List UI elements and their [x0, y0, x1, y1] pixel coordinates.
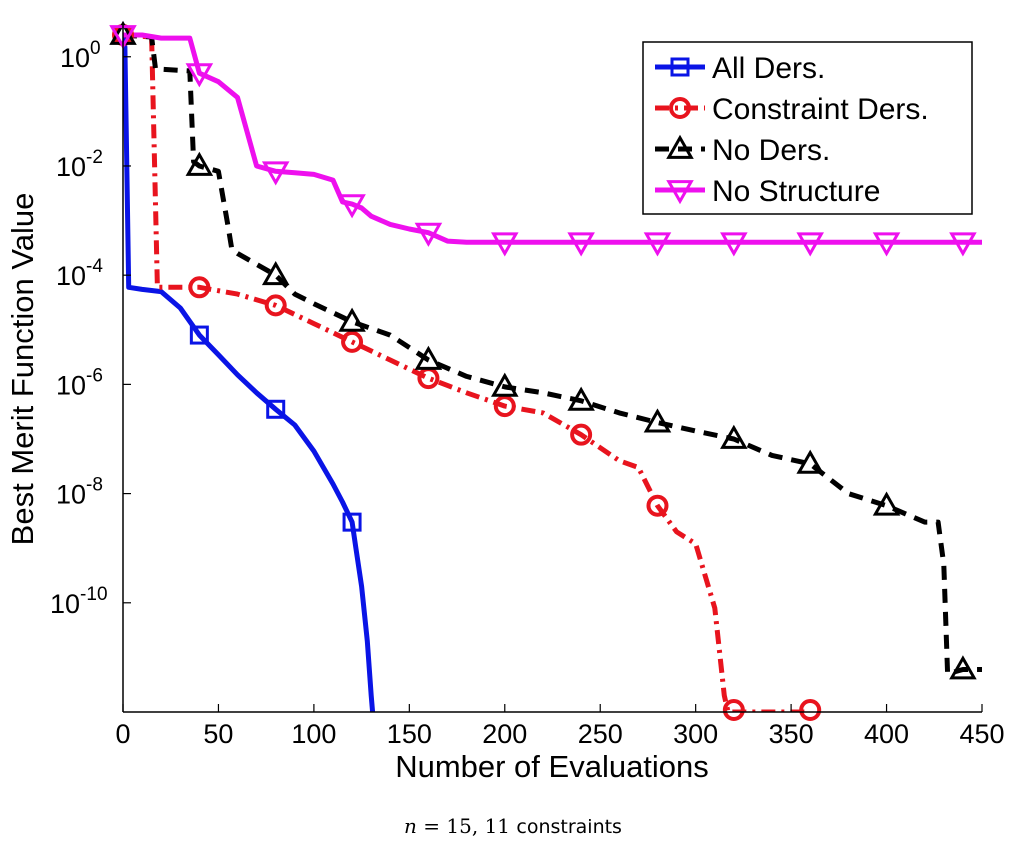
y-tick-base: 10	[50, 589, 80, 619]
y-tick-base: 10	[56, 152, 86, 182]
x-tick-label: 300	[673, 719, 718, 749]
series-0-marker	[342, 512, 362, 532]
series-1-marker	[341, 330, 364, 353]
x-tick-label: 450	[959, 719, 1004, 749]
series-line-0	[123, 34, 376, 712]
series-2-marker	[185, 151, 214, 176]
x-tick-label: 0	[115, 719, 130, 749]
legend-marker-2	[666, 134, 694, 159]
series-2-marker	[949, 655, 977, 680]
caption-constraints-word: constraints	[516, 816, 622, 838]
series-0-marker	[266, 399, 286, 419]
y-tick-base: 10	[60, 43, 90, 73]
x-tick-label: 50	[203, 719, 233, 749]
series-2-marker	[567, 386, 595, 411]
y-tick-exponent: -2	[86, 147, 103, 168]
series-3-marker	[949, 232, 977, 257]
series-line-2	[123, 32, 982, 677]
series-layer	[123, 32, 982, 712]
series-3-marker	[185, 63, 214, 88]
x-tick-label: 350	[769, 719, 814, 749]
series-1-marker	[722, 699, 745, 721]
series-3-marker	[414, 222, 443, 247]
y-tick-exponent: 0	[90, 38, 101, 59]
series-1-marker	[646, 494, 669, 517]
series-2-marker	[872, 491, 901, 516]
series-3-marker	[567, 232, 595, 257]
legend: All Ders. Constraint Ders. No Ders. No Stru…	[642, 41, 973, 215]
y-tick-label: 100	[60, 38, 101, 73]
series-1-marker	[493, 395, 516, 418]
series-3-marker	[490, 232, 519, 257]
legend-label-2: No Ders.	[712, 134, 830, 167]
legend-box	[642, 41, 973, 215]
y-tick-base: 10	[56, 370, 86, 400]
series-3-marker	[261, 161, 290, 186]
x-tick-label: 200	[482, 719, 527, 749]
legend-marker-1	[669, 97, 691, 119]
series-2-marker	[720, 424, 748, 449]
y-tick-exponent: -6	[86, 365, 103, 386]
series-2-marker	[414, 345, 443, 370]
series-1-marker	[264, 294, 287, 317]
series-2-marker	[643, 408, 672, 433]
series-2-marker	[338, 307, 366, 332]
x-tick-label: 250	[578, 719, 623, 749]
x-tick-label: 150	[387, 719, 432, 749]
y-tick-label: 10-8	[56, 475, 103, 510]
x-tick-label: 100	[291, 719, 336, 749]
y-tick-label: 10-10	[50, 584, 108, 619]
y-axis-title: Best Merit Function Value	[5, 193, 40, 546]
legend-marker-0	[670, 57, 690, 77]
series-0-marker	[189, 325, 209, 345]
series-1-marker	[570, 423, 593, 446]
legend-label-1: Constraint Ders.	[712, 93, 929, 126]
series-2-marker	[796, 449, 824, 474]
series-line-1	[123, 32, 811, 712]
y-tick-base: 10	[56, 480, 86, 510]
x-tick-label: 400	[864, 719, 909, 749]
legend-label-0: All Ders.	[712, 52, 825, 85]
caption-equals: =	[423, 814, 441, 838]
series-2-marker	[490, 372, 519, 397]
series-3-marker	[338, 194, 366, 219]
series-3-marker	[872, 232, 901, 257]
legend-marker-3	[666, 180, 694, 205]
y-tick-label: 10-2	[56, 147, 103, 182]
x-axis-title: Number of Evaluations	[395, 749, 709, 784]
series-1-marker	[799, 699, 822, 721]
y-tick-exponent: -8	[86, 475, 103, 496]
series-3-marker	[643, 232, 672, 257]
caption-n-symbol: n	[404, 814, 417, 838]
legend-label-3: No Structure	[712, 175, 880, 208]
series-1-marker	[417, 367, 440, 390]
caption-constraints-count: 11	[484, 814, 511, 838]
y-tick-exponent: -10	[80, 584, 107, 605]
y-tick-exponent: -4	[86, 256, 103, 277]
axes-layer	[122, 24, 982, 713]
caption: n = 15, 11 constraints	[0, 814, 1026, 838]
y-tick-label: 10-4	[56, 256, 103, 291]
caption-n-value: 15,	[446, 814, 479, 838]
series-3-marker	[796, 232, 824, 257]
y-tick-label: 10-6	[56, 365, 103, 400]
series-2-marker	[261, 260, 290, 286]
ticks-layer: 0 50 100 150 200 250 300 350 400 45010010-210-410…	[50, 38, 1005, 749]
series-1-marker	[188, 276, 211, 299]
y-tick-base: 10	[56, 261, 86, 291]
series-3-marker	[720, 232, 748, 257]
